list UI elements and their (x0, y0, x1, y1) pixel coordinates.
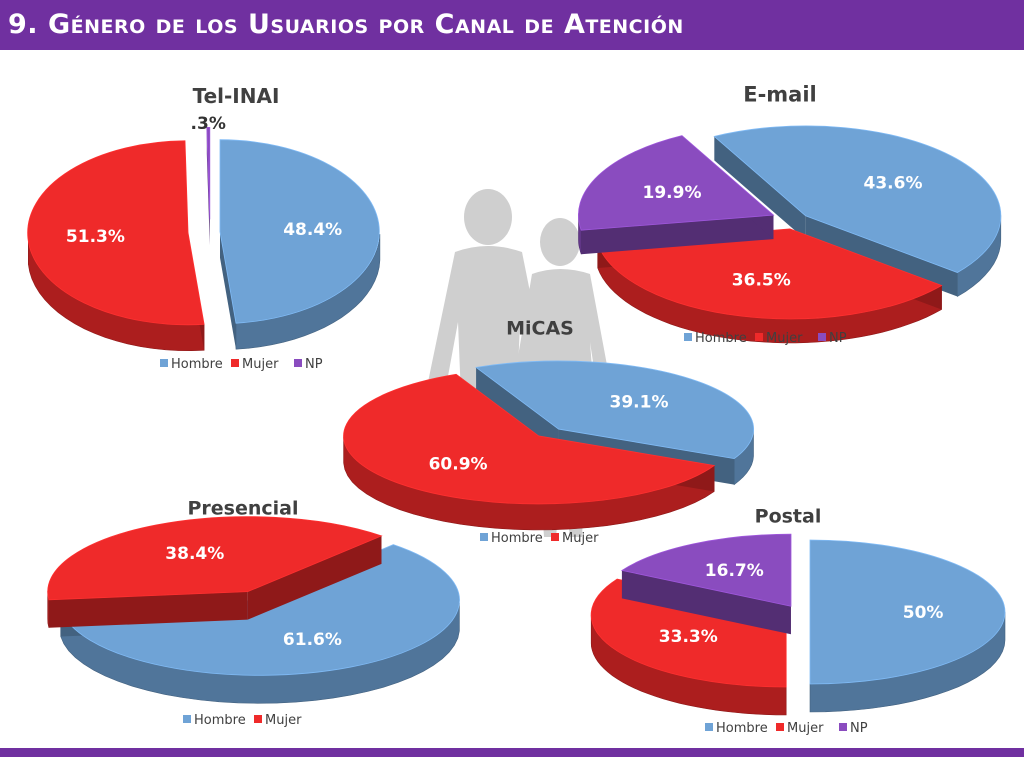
data-label-hombre: 43.6% (864, 174, 923, 194)
legend-label-mujer: Mujer (787, 721, 824, 736)
legend-item-mujer: Mujer (231, 357, 279, 372)
slice-mujer (47, 516, 383, 628)
legend-item-hombre: Hombre (480, 531, 543, 546)
slice-cut-hombre-0 (714, 136, 806, 240)
pie-chart-e-mail: 43.6% 36.5% 19.9% E-mail Hombre Mujer NP (578, 82, 1002, 346)
slice-mujer (343, 373, 716, 531)
data-label-np: 16.7% (705, 561, 764, 581)
legend-item-mujer: Mujer (776, 721, 824, 736)
slice-top-mujer (597, 228, 943, 320)
slice-top-hombre (475, 360, 754, 460)
chart-title: E-mail (743, 82, 817, 106)
slice-top-mujer (27, 140, 205, 326)
legend-label-np: NP (829, 331, 847, 346)
slice-cut-np-0 (581, 215, 774, 255)
legend-label-mujer: Mujer (242, 357, 279, 372)
legend-item-mujer: Mujer (254, 713, 302, 728)
slice-top-np (620, 533, 792, 607)
data-label-hombre: 61.6% (283, 630, 342, 650)
legend-item-hombre: Hombre (160, 357, 223, 372)
data-label-mujer: 33.3% (659, 627, 718, 647)
legend-swatch-mujer (755, 333, 763, 341)
legend-label-hombre: Hombre (716, 721, 768, 736)
legend-label-np: NP (850, 721, 868, 736)
legend-swatch-hombre (684, 333, 692, 341)
legend-swatch-mujer (254, 715, 262, 723)
legend-swatch-hombre (160, 359, 168, 367)
chart-title: MiCAS (506, 318, 574, 340)
legend-swatch-hombre (705, 723, 713, 731)
legend-item-hombre: Hombre (183, 713, 246, 728)
legend-label-mujer: Mujer (265, 713, 302, 728)
slice-top-hombre (809, 539, 1006, 685)
pie-chart-micas: 39.1% 60.9% MiCAS Hombre Mujer (343, 318, 754, 546)
legend-swatch-np (294, 359, 302, 367)
slice-top-mujer (343, 373, 716, 505)
legend-swatch-hombre (480, 533, 488, 541)
slice-top-mujer (47, 516, 383, 601)
legend-swatch-np (839, 723, 847, 731)
legend-item-np: NP (818, 331, 847, 346)
legend-item-hombre: Hombre (684, 331, 747, 346)
data-label-hombre: 50% (903, 603, 944, 623)
legend-label-mujer: Mujer (562, 531, 599, 546)
legend-item-hombre: Hombre (705, 721, 768, 736)
slice-hombre (713, 125, 1002, 298)
charts-area: 48.4% 51.3% .3% Tel-INAI Hombre Mujer NP 43.6% 3… (0, 52, 1024, 746)
chart-title: Tel-INAI (193, 84, 280, 108)
footer-bar (0, 748, 1024, 757)
legend-label-hombre: Hombre (491, 531, 543, 546)
slice-np (206, 126, 211, 246)
slice-top-np (578, 135, 775, 231)
legend-item-np: NP (839, 721, 868, 736)
data-label-mujer: 36.5% (732, 270, 791, 290)
pie-chart-presencial: 61.6% 38.4% Presencial Hombre Mujer (47, 498, 460, 728)
slice-cut-mujer-0 (48, 591, 248, 628)
slice-cut-hombre-1 (219, 231, 236, 350)
slice-np (620, 533, 792, 635)
slice-cut-hombre-1 (805, 215, 958, 297)
slice-top-hombre (713, 125, 1002, 273)
data-label-hombre: 39.1% (610, 392, 669, 412)
legend-item-np: NP (294, 357, 323, 372)
legend-swatch-np (818, 333, 826, 341)
pie-chart-postal: 50% 33.3% 16.7% Postal Hombre Mujer NP (590, 506, 1006, 736)
header-bar: 9. Género de los Usuarios por Canal de A… (0, 0, 1024, 50)
slice-cut-hombre-0 (476, 367, 559, 456)
legend-swatch-mujer (776, 723, 784, 731)
legend-label-hombre: Hombre (695, 331, 747, 346)
data-label-np: 19.9% (643, 183, 702, 203)
slice-cut-mujer-1 (247, 535, 382, 620)
legend-swatch-mujer (551, 533, 559, 541)
chart-title: Presencial (187, 498, 298, 520)
legend-item-mujer: Mujer (755, 331, 803, 346)
data-label-np: .3% (191, 114, 226, 134)
slice-top-np (206, 126, 211, 220)
chart-title: Postal (755, 506, 822, 528)
legend-swatch-hombre (183, 715, 191, 723)
legend-label-hombre: Hombre (194, 713, 246, 728)
pie-charts: 48.4% 51.3% .3% Tel-INAI Hombre Mujer NP 43.6% 3… (27, 82, 1006, 736)
slice-hombre (219, 139, 381, 350)
slice-cut-np-0 (621, 570, 791, 635)
legend-item-mujer: Mujer (551, 531, 599, 546)
data-label-mujer: 38.4% (165, 544, 224, 564)
legend-label-mujer: Mujer (766, 331, 803, 346)
pie-chart-tel-inai: 48.4% 51.3% .3% Tel-INAI Hombre Mujer NP (27, 84, 381, 372)
slice-top-hombre (219, 139, 380, 324)
legend-label-np: NP (305, 357, 323, 372)
legend-swatch-mujer (231, 359, 239, 367)
slice-mujer (27, 140, 205, 352)
page-title: 9. Género de los Usuarios por Canal de A… (8, 9, 684, 40)
slice-np (578, 135, 775, 255)
data-label-hombre: 48.4% (283, 220, 342, 240)
data-label-mujer: 60.9% (429, 455, 488, 475)
slice-hombre (809, 539, 1006, 713)
legend-label-hombre: Hombre (171, 357, 223, 372)
data-label-mujer: 51.3% (66, 227, 125, 247)
